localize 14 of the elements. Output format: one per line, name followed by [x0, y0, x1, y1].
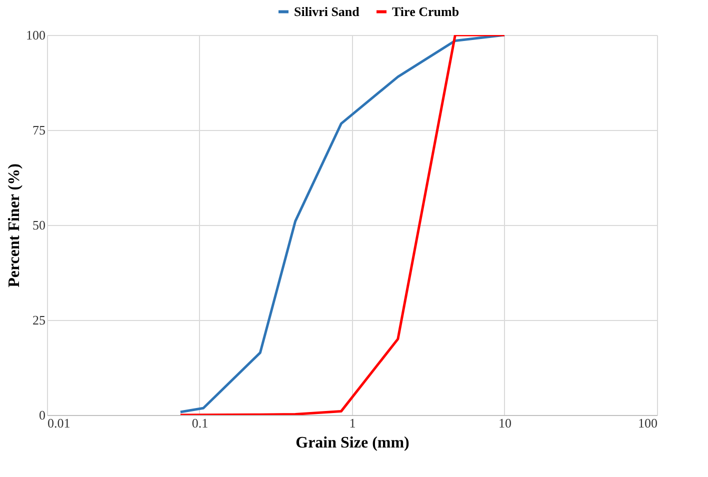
y-tick-label: 25	[32, 312, 46, 328]
y-tick-label: 50	[32, 218, 46, 232]
y-tick-label: 75	[32, 122, 46, 138]
y-axis-title: Percent Finer (%)	[6, 164, 23, 288]
x-tick-label: 0.01	[48, 416, 70, 430]
legend-label: Tire Crumb	[392, 4, 460, 19]
legend-label: Silivri Sand	[294, 4, 360, 19]
x-tick-label: 10	[498, 416, 512, 430]
x-tick-label: 1	[349, 416, 356, 430]
x-axis-title: Grain Size (mm)	[296, 434, 410, 452]
y-tick-label: 100	[26, 28, 46, 42]
x-tick-label: 100	[638, 416, 658, 430]
x-tick-label: 0.1	[192, 416, 208, 430]
y-tick-label: 0	[39, 408, 46, 422]
